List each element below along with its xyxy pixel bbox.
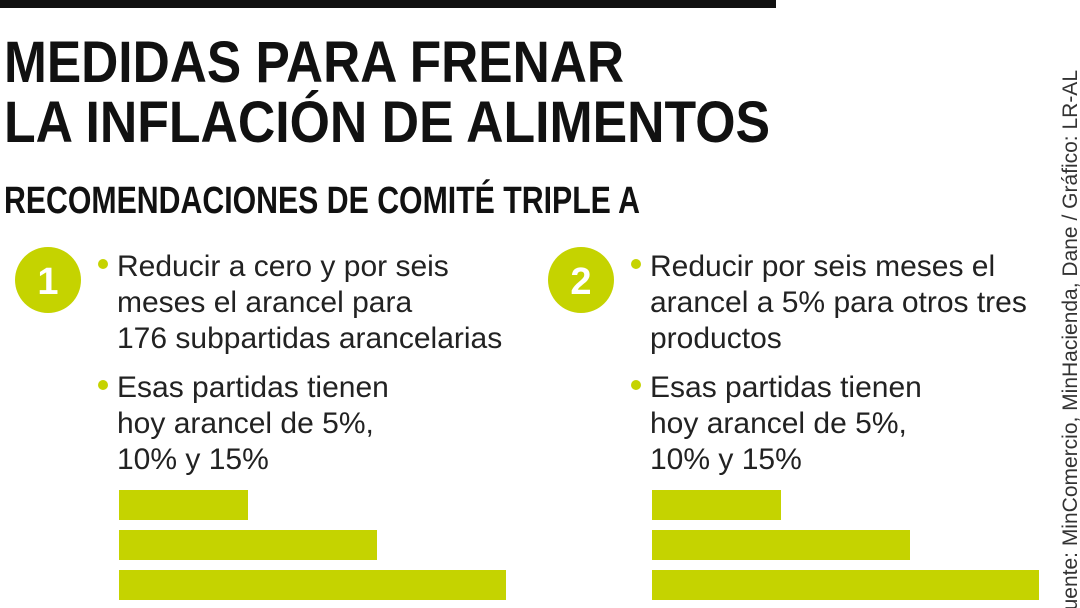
bullet-dot	[98, 259, 108, 269]
bullet-text: productos	[650, 322, 782, 355]
bullet-text: Reducir a cero y por seis	[117, 250, 449, 283]
bullet-dot	[98, 380, 108, 390]
bar	[119, 570, 506, 600]
title: LA INFLACIÓN DE ALIMENTOS	[4, 90, 770, 155]
source: Fuente: MinComercio, MinHacienda, Dane /…	[1059, 70, 1080, 608]
bullet-text: meses el arancel para	[117, 286, 412, 319]
bullet-text: Reducir por seis meses el	[650, 250, 995, 283]
badge-number: 2	[570, 261, 591, 303]
bullet-text: 10% y 15%	[650, 443, 802, 476]
bar	[119, 490, 248, 520]
bullet-text: 176 subpartidas arancelarias	[117, 322, 502, 355]
bullet-text: 10% y 15%	[117, 443, 269, 476]
bullet-text: Esas partidas tienen	[117, 371, 389, 404]
bullet-dot	[631, 380, 641, 390]
title: MEDIDAS PARA FRENAR	[4, 30, 624, 95]
bullet-text: Esas partidas tienen	[650, 371, 922, 404]
badge-number: 1	[37, 261, 58, 303]
number-badge	[548, 247, 614, 313]
subtitle: RECOMENDACIONES DE COMITÉ TRIPLE A	[4, 178, 640, 222]
bullet-text: hoy arancel de 5%,	[650, 407, 907, 440]
bar	[652, 530, 910, 560]
bar	[119, 530, 377, 560]
bullet-text: hoy arancel de 5%,	[117, 407, 374, 440]
bar	[652, 490, 781, 520]
number-badge	[15, 247, 81, 313]
top-rule	[0, 0, 776, 8]
bullet-text: arancel a 5% para otros tres	[650, 286, 1027, 319]
bar	[652, 570, 1039, 600]
bullet-dot	[631, 259, 641, 269]
